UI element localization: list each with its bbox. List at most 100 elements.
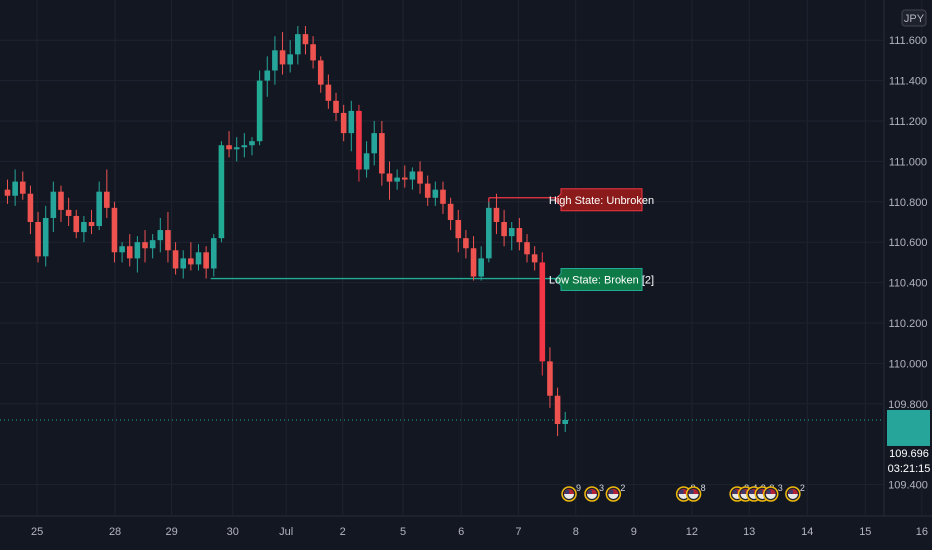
flag-canton [679, 490, 684, 494]
time-axis[interactable]: 25 28 29 30 Jul 2 5 6 7 8 9 12 13 14 15 16 [31, 526, 928, 538]
time-tick-label: 28 [109, 526, 121, 538]
flag-canton [766, 490, 771, 494]
price-tick-label: 110.600 [889, 237, 928, 249]
candle [317, 56, 324, 93]
candle [417, 161, 423, 194]
time-tick-label: 14 [801, 526, 813, 538]
candle-body [417, 171, 423, 184]
candle [539, 252, 546, 376]
label-text: High State: Unbroken [549, 195, 654, 207]
event-flag-icon[interactable]: 3 [584, 483, 604, 502]
currency-badge[interactable]: JPY [901, 9, 927, 27]
candle [19, 171, 26, 200]
label-box [554, 268, 643, 292]
time-tick-label: Jul [279, 526, 293, 538]
price-tick-label: 111.200 [889, 116, 927, 128]
event-count: 8 [701, 483, 706, 493]
price-tick-label: 111.600 [889, 35, 927, 47]
candle-body [470, 248, 477, 277]
candle-body [394, 177, 400, 182]
candle-body [432, 189, 439, 198]
flag-canton [788, 490, 793, 494]
candle [310, 36, 316, 69]
candle-body [302, 34, 309, 45]
candle [547, 347, 553, 408]
candle [210, 234, 217, 277]
candle [188, 242, 194, 271]
candle [562, 411, 569, 433]
candle [501, 209, 507, 247]
candle [134, 236, 141, 273]
flag-canton [733, 490, 738, 494]
event-flag-icon[interactable]: 2 [785, 483, 805, 502]
event-flag-icon[interactable]: 3 [762, 483, 783, 502]
price-tick-label: 110.400 [889, 278, 928, 290]
candle-body [554, 395, 561, 424]
candle-body [447, 203, 454, 220]
candle-body [203, 252, 209, 269]
candle [394, 169, 400, 190]
state-levels [0, 197, 884, 421]
candle [249, 137, 255, 156]
flag-canton [565, 490, 570, 494]
price-axis[interactable]: 111.600 111.400 111.200 111.000 110.800 110.6… [888, 35, 928, 491]
candle [440, 181, 446, 214]
event-flag-icon[interactable]: 9 [561, 483, 581, 502]
candle-body [142, 242, 148, 249]
candle [165, 211, 171, 263]
candle [233, 137, 240, 162]
candle-body [180, 258, 187, 269]
label-text: Low State: Broken [2] [549, 275, 654, 287]
candle-body [96, 191, 102, 227]
price-tick-label: 109.400 [888, 480, 928, 492]
candle [493, 193, 500, 235]
candle-body [371, 133, 378, 154]
candle-body [340, 112, 347, 134]
price-tick-label: 110.200 [889, 318, 928, 330]
candle-body [42, 217, 49, 257]
grid [0, 0, 932, 517]
time-tick-label: 25 [31, 526, 43, 538]
candle [4, 179, 11, 204]
last-price-tag: 109.696 03:21:15 [887, 409, 930, 475]
candle [226, 131, 232, 158]
candle-body [524, 242, 530, 255]
flag-base [608, 494, 619, 499]
candle [172, 242, 179, 275]
flag-canton [609, 490, 614, 494]
candle [447, 197, 454, 231]
candle [218, 141, 225, 243]
candle [531, 246, 538, 271]
candle [295, 26, 301, 65]
flag-base [765, 494, 776, 499]
label-box [554, 188, 643, 212]
candle-body [356, 110, 362, 170]
flag-base [564, 494, 575, 499]
candle [401, 165, 408, 188]
candle [27, 185, 34, 235]
candle-body [317, 60, 324, 85]
event-count: 3 [599, 483, 604, 493]
candle [35, 211, 41, 263]
candles [4, 26, 569, 437]
candle [486, 201, 492, 263]
candle-body [50, 191, 57, 218]
candle [516, 217, 523, 251]
candle-body [12, 181, 18, 196]
candle [88, 209, 95, 235]
candle-body [233, 147, 240, 150]
time-tick-label: 30 [227, 526, 239, 538]
candle-body [333, 100, 339, 113]
flag-canton [758, 490, 763, 494]
state-labels: High State: Unbroken Low State: Broken [2… [549, 188, 654, 292]
candle-body [134, 242, 141, 259]
event-flag-icon[interactable]: 8 [685, 483, 706, 502]
candle [325, 74, 332, 109]
candle-body [493, 207, 500, 222]
candle-body [104, 191, 110, 208]
candle-body [386, 173, 393, 182]
candle-body [264, 70, 271, 81]
candle [256, 70, 263, 146]
event-flag-icon[interactable]: 2 [605, 483, 625, 502]
